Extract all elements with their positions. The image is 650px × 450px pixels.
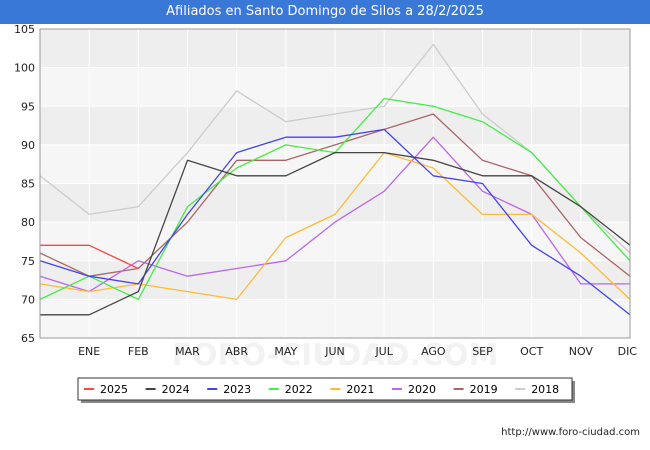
x-tick-label: FEB xyxy=(128,345,149,358)
legend-label-2025: 2025 xyxy=(100,383,128,396)
footer-url[interactable]: http://www.foro-ciudad.com xyxy=(501,427,640,438)
x-tick-label: MAY xyxy=(274,345,297,358)
legend-label-2020: 2020 xyxy=(408,383,436,396)
legend-label-2019: 2019 xyxy=(470,383,498,396)
legend-label-2023: 2023 xyxy=(223,383,251,396)
y-tick-label: 70 xyxy=(21,293,35,306)
series-line-2025 xyxy=(40,244,139,270)
x-tick-label: DIC xyxy=(618,345,638,358)
legend-label-2024: 2024 xyxy=(162,383,190,396)
x-tick-label: SEP xyxy=(472,345,493,358)
series-line-2024 xyxy=(40,151,631,316)
watermark: FORO-CIUDAD.COM xyxy=(172,338,499,373)
legend-box xyxy=(77,377,573,401)
series-lines xyxy=(39,43,631,316)
x-tick-label: ENE xyxy=(78,345,100,358)
chart-title: Afiliados en Santo Domingo de Silos a 28… xyxy=(0,0,650,24)
legend-label-2018: 2018 xyxy=(531,383,559,396)
series-line-2023 xyxy=(39,128,631,316)
x-axis-ticks: ENE FEB MAR ABR MAY JUN JUL AGO SEP OCT NOV DIC xyxy=(78,345,637,358)
x-tick-label: JUN xyxy=(324,345,345,358)
x-tick-label: AGO xyxy=(421,345,446,358)
x-tick-label: JUL xyxy=(374,345,393,358)
legend-label-2022: 2022 xyxy=(285,383,313,396)
y-tick-label: 90 xyxy=(21,139,35,152)
x-tick-label: OCT xyxy=(520,345,543,358)
y-tick-label: 105 xyxy=(14,23,35,36)
x-tick-label: ABR xyxy=(225,345,248,358)
legend: 2025 2024 2023 2022 2021 2020 2019 2018 xyxy=(77,377,575,403)
legend-items: 2025 2024 2023 2022 2021 2020 2019 2018 xyxy=(84,383,559,396)
legend-label-2021: 2021 xyxy=(346,383,374,396)
x-tick-label: MAR xyxy=(175,345,200,358)
y-tick-label: 100 xyxy=(14,62,35,75)
y-tick-label: 75 xyxy=(21,255,35,268)
y-tick-label: 80 xyxy=(21,216,35,229)
y-tick-label: 95 xyxy=(21,100,35,113)
y-axis-ticks: 65 70 75 80 85 90 95 100 105 xyxy=(14,23,35,345)
x-tick-label: NOV xyxy=(569,345,594,358)
y-tick-label: 85 xyxy=(21,178,35,191)
y-tick-label: 65 xyxy=(21,332,35,345)
plot-frame xyxy=(39,28,631,339)
